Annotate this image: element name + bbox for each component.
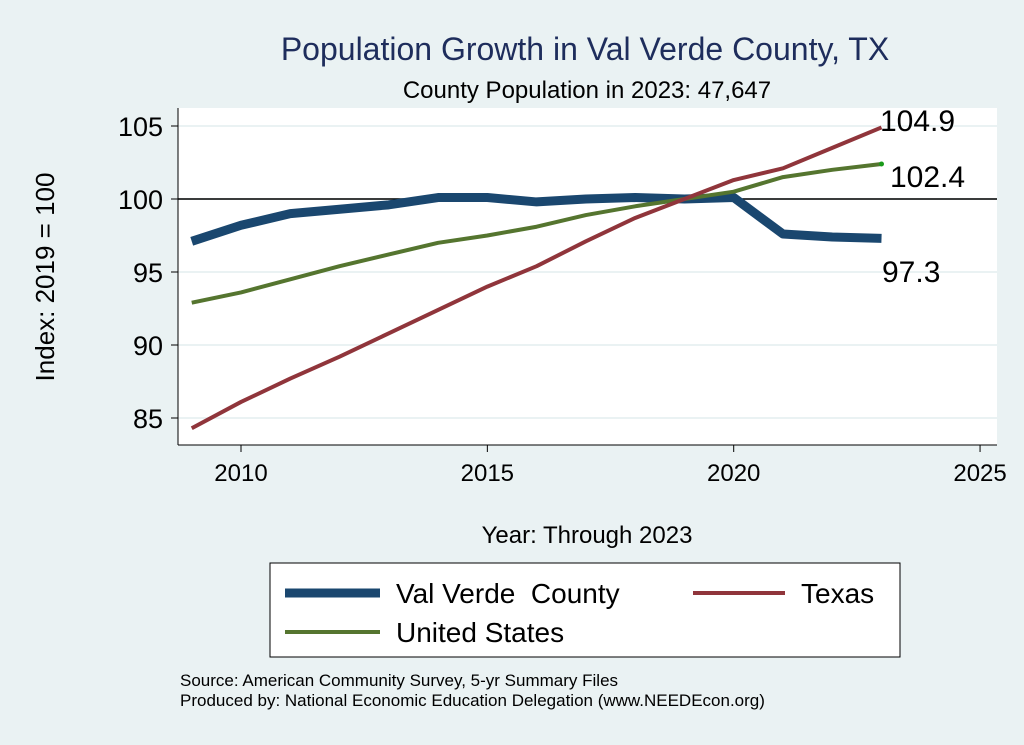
plot-area — [178, 108, 997, 445]
x-axis-label: Year: Through 2023 — [482, 522, 693, 549]
producer-note: Produced by: National Economic Education… — [180, 691, 765, 710]
end-label: 104.9 — [880, 105, 955, 138]
legend: Val Verde County Texas United States — [269, 562, 901, 658]
y-axis-label: Index: 2019 = 100 — [30, 173, 60, 382]
end-marker-us — [879, 161, 885, 167]
end-label: 97.3 — [882, 256, 940, 289]
y-tick-label: 105 — [118, 112, 163, 142]
source-note: Source: American Community Survey, 5-yr … — [180, 671, 618, 690]
x-tick-label: 2025 — [953, 460, 1006, 487]
legend-label-val-verde: Val Verde County — [396, 578, 620, 609]
chart-title: Population Growth in Val Verde County, T… — [281, 31, 889, 67]
x-tick-label: 2010 — [214, 460, 267, 487]
x-tick-label: 2020 — [707, 460, 760, 487]
y-tick-label: 90 — [133, 331, 163, 361]
legend-label-us: United States — [396, 617, 564, 648]
legend-label-texas: Texas — [801, 578, 874, 609]
y-tick-label: 85 — [133, 404, 163, 434]
x-tick-label: 2015 — [461, 460, 514, 487]
chart-subtitle: County Population in 2023: 47,647 — [403, 77, 771, 104]
y-tick-label: 100 — [118, 185, 163, 215]
end-label: 102.4 — [890, 161, 965, 194]
y-tick-label: 95 — [133, 258, 163, 288]
